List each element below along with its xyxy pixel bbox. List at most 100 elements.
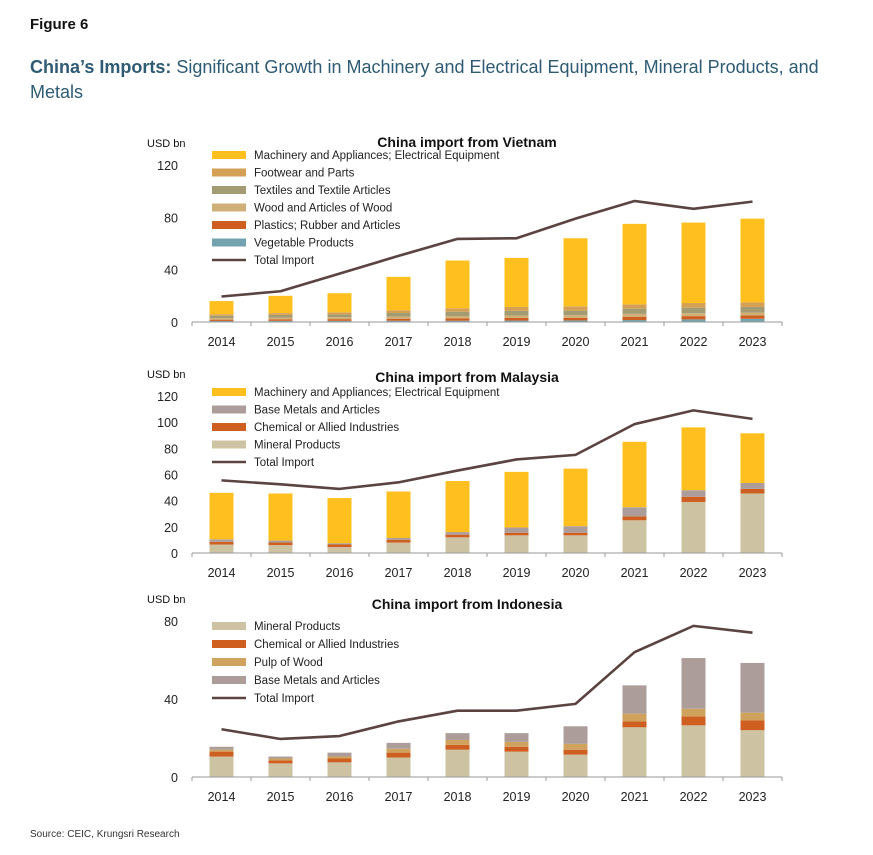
- bar-segment: [681, 313, 706, 317]
- x-tick-label: 2023: [739, 566, 767, 580]
- bar-segment: [445, 749, 470, 777]
- bar-segment: [622, 721, 647, 728]
- y-tick-label: 80: [164, 615, 178, 629]
- bar-segment: [563, 743, 588, 750]
- bar-segment: [504, 306, 529, 311]
- y-tick-label: 120: [157, 390, 178, 404]
- y-axis-label: USD bn: [147, 369, 186, 381]
- bar-segment: [740, 488, 765, 494]
- x-tick-label: 2019: [503, 335, 531, 349]
- bar-segment: [622, 223, 647, 305]
- x-tick-label: 2014: [208, 566, 236, 580]
- bar-segment: [268, 540, 293, 543]
- bar-segment: [386, 748, 411, 753]
- bar-segment: [327, 293, 352, 313]
- y-tick-label: 40: [164, 693, 178, 707]
- total-import-line: [221, 624, 753, 741]
- bar-segment: [268, 313, 293, 315]
- bar-segment: [445, 534, 470, 538]
- legend-swatch: [212, 423, 246, 431]
- bar-segment: [563, 468, 588, 527]
- bar-segment: [504, 532, 529, 536]
- bar-segment: [563, 320, 588, 322]
- x-tick-label: 2020: [562, 335, 590, 349]
- bar-segment: [209, 314, 234, 316]
- bar-segment: [681, 501, 706, 553]
- bar-segment: [386, 318, 411, 321]
- x-tick-label: 2016: [326, 790, 354, 804]
- bar-segment: [563, 238, 588, 307]
- bar-segment: [445, 318, 470, 321]
- legend-label: Total Import: [254, 693, 315, 705]
- bar-segment: [268, 320, 293, 322]
- x-tick-label: 2019: [503, 566, 531, 580]
- legend-swatch: [212, 440, 246, 449]
- bar-segment: [386, 312, 411, 317]
- bar-segment: [327, 319, 352, 321]
- total-import-line: [221, 409, 753, 491]
- bar-segment: [268, 758, 293, 761]
- bar-segment: [622, 727, 647, 777]
- bar-segment: [445, 481, 470, 533]
- y-axis-label: USD bn: [147, 138, 186, 150]
- figure-headline: China’s Imports: Significant Growth in M…: [30, 55, 860, 105]
- bar-segment: [445, 532, 470, 535]
- bar-segment: [504, 741, 529, 747]
- bar-segment: [681, 490, 706, 497]
- bar-segment: [681, 708, 706, 717]
- legend-label: Total Import: [254, 457, 315, 469]
- bar-segment: [327, 752, 352, 757]
- x-tick-label: 2018: [444, 335, 472, 349]
- bar-segment: [740, 312, 765, 316]
- bar-segment: [563, 526, 588, 533]
- bar-segment: [445, 733, 470, 740]
- bar-segment: [681, 716, 706, 726]
- x-tick-label: 2023: [739, 790, 767, 804]
- legend-label: Textiles and Textile Articles: [254, 185, 391, 197]
- legend-label: Chemical or Allied Industries: [254, 639, 399, 651]
- y-tick-label: 80: [164, 211, 178, 225]
- chart-title: China import from Vietnam: [377, 134, 556, 150]
- bar-segment: [445, 308, 470, 312]
- legend-swatch: [212, 658, 246, 666]
- bar-segment: [386, 757, 411, 777]
- bar-segment: [386, 320, 411, 322]
- x-tick-label: 2021: [621, 790, 649, 804]
- bar-segment: [445, 260, 470, 309]
- x-tick-label: 2017: [385, 790, 413, 804]
- bar-segment: [740, 306, 765, 313]
- x-tick-label: 2016: [326, 566, 354, 580]
- bar-segment: [327, 498, 352, 544]
- y-tick-label: 100: [157, 416, 178, 430]
- bar-segment: [622, 685, 647, 714]
- x-tick-label: 2022: [680, 566, 708, 580]
- bar-segment: [445, 537, 470, 553]
- y-tick-label: 40: [164, 495, 178, 509]
- bar-segment: [209, 539, 234, 542]
- legend-swatch: [212, 238, 246, 247]
- bar-segment: [386, 310, 411, 313]
- bar-segment: [268, 317, 293, 320]
- bar-segment: [504, 257, 529, 307]
- legend-label: Plastics; Rubber and Articles: [254, 220, 401, 232]
- legend-label: Total Import: [254, 255, 315, 267]
- bar-segment: [740, 318, 765, 322]
- bar-segment: [327, 543, 352, 545]
- x-tick-label: 2014: [208, 335, 236, 349]
- bar-segment: [681, 319, 706, 322]
- x-tick-label: 2021: [621, 566, 649, 580]
- bar-segment: [504, 320, 529, 322]
- bar-segment: [622, 441, 647, 508]
- bar-segment: [209, 751, 234, 757]
- bar-segment: [622, 308, 647, 314]
- x-tick-label: 2015: [267, 566, 295, 580]
- bar-segment: [504, 310, 529, 316]
- y-tick-label: 0: [171, 547, 178, 561]
- x-tick-label: 2022: [680, 335, 708, 349]
- bar-segment: [386, 316, 411, 319]
- legend-swatch: [212, 151, 246, 159]
- bar-segment: [740, 218, 765, 303]
- y-tick-label: 60: [164, 469, 178, 483]
- bar-segment: [504, 751, 529, 777]
- bar-segment: [740, 720, 765, 731]
